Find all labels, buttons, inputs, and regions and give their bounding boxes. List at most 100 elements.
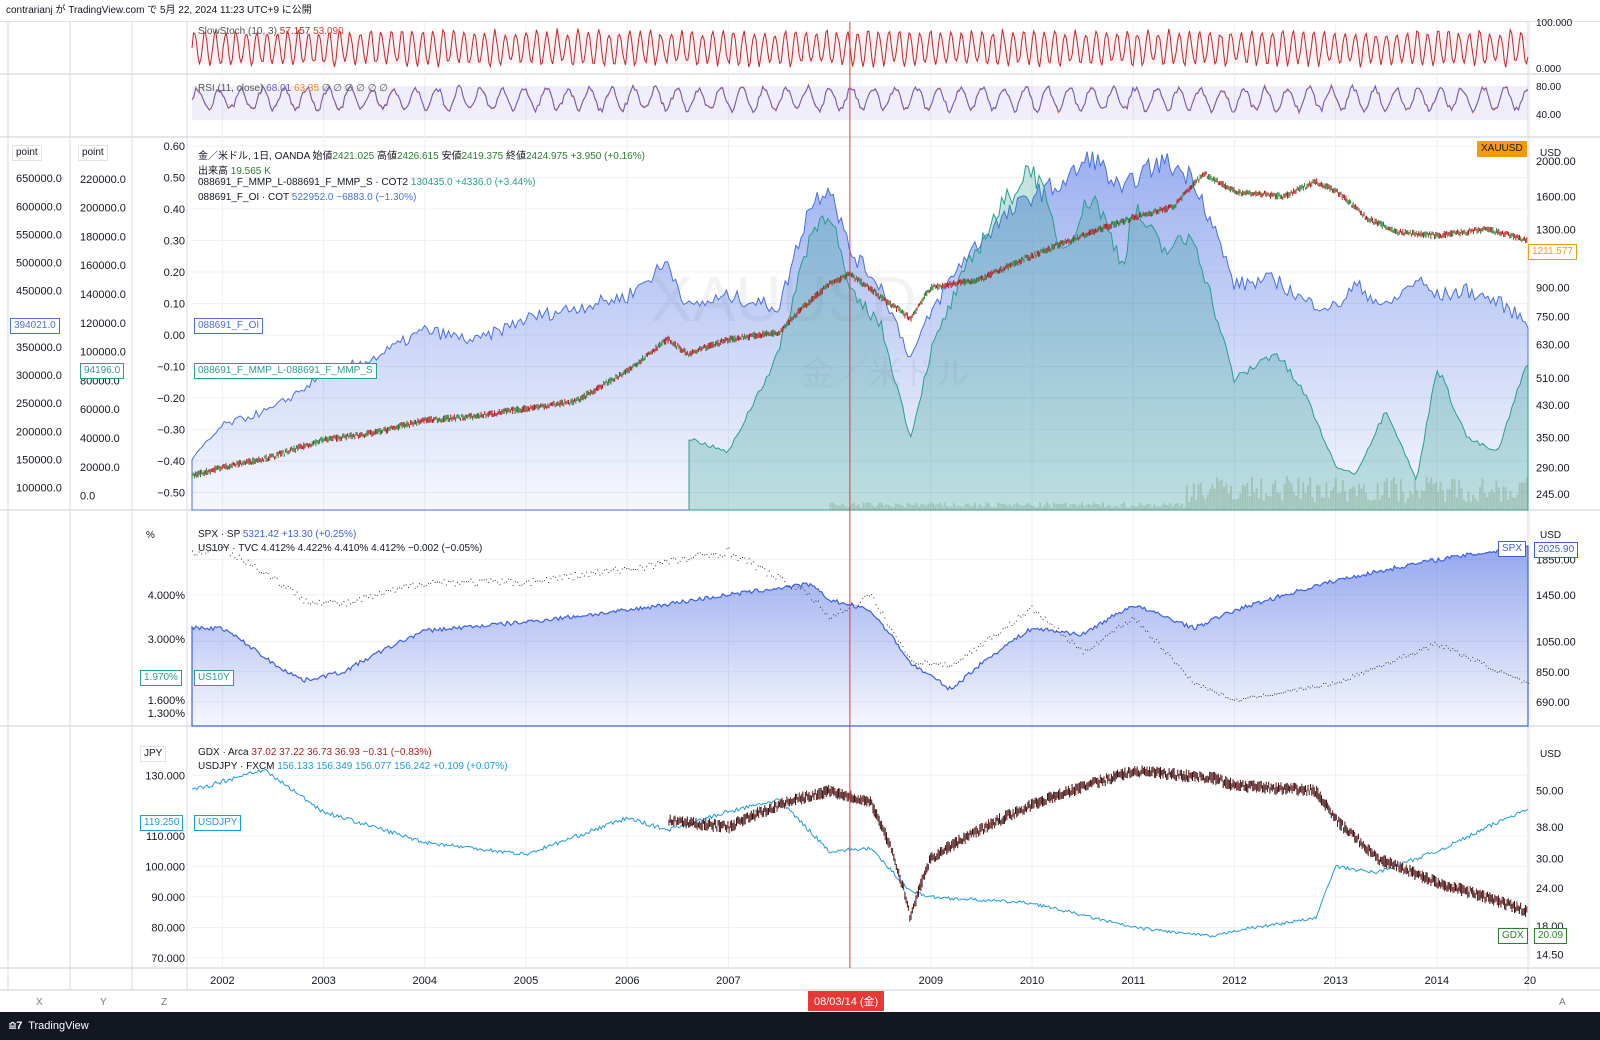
left2-tick-label: 140000.0 xyxy=(80,289,126,301)
us10y-dot xyxy=(1450,649,1452,651)
mmp-tag-name[interactable]: 088691_F_MMP_L-088691_F_MMP_S xyxy=(194,363,377,379)
us10y-dot xyxy=(512,585,514,587)
us10y-dot xyxy=(258,571,260,573)
gdx-legend-line2[interactable]: USDJPY · FXCM 156.133 156.349 156.077 15… xyxy=(198,761,508,772)
us10y-dot xyxy=(501,578,503,580)
us10y-dot xyxy=(390,590,392,592)
oi-legend-value: 522952.0 xyxy=(291,192,334,203)
volume-bar xyxy=(1516,494,1519,510)
us10y-legend-name: US10Y · TVC xyxy=(198,543,259,554)
volume-bar xyxy=(976,507,979,510)
volume-bar xyxy=(1472,494,1475,510)
axis-letter-a[interactable]: A xyxy=(1559,997,1566,1008)
main-unit-left2[interactable]: point xyxy=(78,145,108,161)
us10y-dot xyxy=(608,572,610,574)
x-tick-label: 2011 xyxy=(1121,975,1145,987)
us10y-dot xyxy=(359,597,360,599)
volume-bar xyxy=(936,503,939,510)
volume-bar xyxy=(1392,477,1395,510)
volume-bar xyxy=(1439,481,1442,510)
volume-bar xyxy=(1183,507,1186,510)
us10y-dot xyxy=(819,606,821,608)
us10y-dot xyxy=(1042,618,1044,620)
volume-bar xyxy=(1178,505,1181,510)
gdx-tag[interactable]: GDX xyxy=(1498,928,1528,944)
volume-bar xyxy=(955,506,958,510)
spx-legend-line1[interactable]: SPX · SP 5321.42 +13.30 (+0.25%) xyxy=(198,529,356,540)
us10y-dot xyxy=(940,662,942,664)
us10y-dot xyxy=(218,544,220,546)
us10y-dot xyxy=(866,594,868,596)
volume-bar xyxy=(1223,486,1226,510)
us10y-dot xyxy=(710,553,712,555)
us10y-dot xyxy=(283,585,285,587)
gdx-price-tag: 20.09 xyxy=(1534,928,1568,944)
rsi-pane xyxy=(191,83,1529,120)
us10y-dot xyxy=(893,632,895,634)
us10y-dot xyxy=(777,574,779,576)
volume-bar xyxy=(1467,491,1470,510)
volume-bar xyxy=(1379,499,1382,510)
volume-bar xyxy=(946,505,949,510)
volume-bar xyxy=(1395,484,1398,510)
main-unit-left1[interactable]: point xyxy=(12,145,42,161)
volume-bar xyxy=(1255,488,1258,510)
main-legend-line3[interactable]: 088691_F_MMP_L-088691_F_MMP_S · COT2 130… xyxy=(198,177,535,188)
axis-letter-y[interactable]: Y xyxy=(100,997,107,1008)
spx-legend-line2[interactable]: US10Y · TVC 4.412% 4.422% 4.410% 4.412% … xyxy=(198,543,482,554)
gdx-right-tick: 14.50 xyxy=(1536,950,1564,962)
us10y-tag-value: 1.970% xyxy=(140,670,182,686)
us10y-dot xyxy=(748,558,750,560)
volume-bar xyxy=(1525,477,1528,510)
us10y-tag-name[interactable]: US10Y xyxy=(194,670,234,686)
us10y-dot xyxy=(802,587,804,589)
left1-tick-label: 600000.0 xyxy=(16,201,62,213)
volume-bar xyxy=(1390,480,1393,510)
volume-bar xyxy=(1383,481,1386,510)
us10y-dot xyxy=(1418,649,1420,651)
main-legend-line1[interactable]: 金／米ドル, 1日, OANDA 始値2421.025 高値2426.615 安… xyxy=(198,147,645,162)
spx-right-tick: 1450.00 xyxy=(1536,590,1576,602)
us10y-dot xyxy=(401,587,403,589)
us10y-dot xyxy=(1145,630,1147,632)
us10y-dot xyxy=(1474,660,1476,662)
volume-bar xyxy=(1125,506,1128,510)
spx-tag[interactable]: SPX xyxy=(1498,541,1527,557)
volume-bar xyxy=(1385,478,1388,510)
us10y-dot xyxy=(1414,654,1416,656)
us10y-dot xyxy=(557,579,559,581)
spx-right-tick: 1050.00 xyxy=(1536,636,1576,648)
rsi-legend[interactable]: RSI (11, close) 68.01 63.35 ∅ ∅ ∅ ∅ ∅ ∅ xyxy=(198,83,388,94)
axis-letter-z[interactable]: Z xyxy=(161,997,168,1008)
usdjpy-tag-name[interactable]: USDJPY xyxy=(194,815,242,831)
main-pane: 650000.0 600000.0 550000.0 500000.0 450000.0… xyxy=(16,141,1576,511)
gdx-unit-left[interactable]: JPY xyxy=(140,746,167,762)
main-legend-line4[interactable]: 088691_F_OI · COT 522952.0 −6883.0 (−1.3… xyxy=(198,192,416,203)
main-legend-line2[interactable]: 出来高 19.565 K xyxy=(198,162,271,177)
us10y-dot xyxy=(1361,672,1362,674)
us10y-dot xyxy=(1254,695,1256,697)
us10y-dot xyxy=(1296,690,1298,692)
volume-bar xyxy=(866,502,869,510)
volume-bar xyxy=(1167,504,1170,510)
rsi-legend-tail: ∅ ∅ ∅ ∅ ∅ ∅ xyxy=(321,83,388,94)
chart-canvas[interactable]: 2002 2003 2004 2005 2006 2007 2009 2010 2011 2012… xyxy=(0,22,1600,1012)
spx-unit-right: USD xyxy=(1540,530,1562,541)
rsi-tick-40: 40.00 xyxy=(1536,110,1562,121)
us10y-dot xyxy=(383,593,385,595)
stoch-legend[interactable]: SlowStoch (10, 3) 57.157 53.090 xyxy=(198,26,344,37)
axis-letter-x[interactable]: X xyxy=(36,997,43,1008)
us10y-dot xyxy=(1329,684,1331,686)
oi-tag-name[interactable]: 088691_F_OI xyxy=(194,318,264,334)
us10y-dot xyxy=(1049,623,1051,625)
symbol-tag[interactable]: XAUUSD xyxy=(1477,141,1527,157)
volume-bar xyxy=(1064,502,1067,510)
us10y-dot xyxy=(396,588,398,590)
volume-bar xyxy=(869,502,872,510)
us10y-dot xyxy=(1249,696,1251,698)
stoch-legend-name: SlowStoch (10, 3) xyxy=(198,26,277,37)
gdx-legend-line1[interactable]: GDX · Arca 37.02 37.22 36.73 36.93 −0.31… xyxy=(198,747,432,758)
us10y-dot xyxy=(1521,682,1523,684)
volume-bar xyxy=(1246,483,1249,510)
volume-bar xyxy=(1416,489,1419,510)
